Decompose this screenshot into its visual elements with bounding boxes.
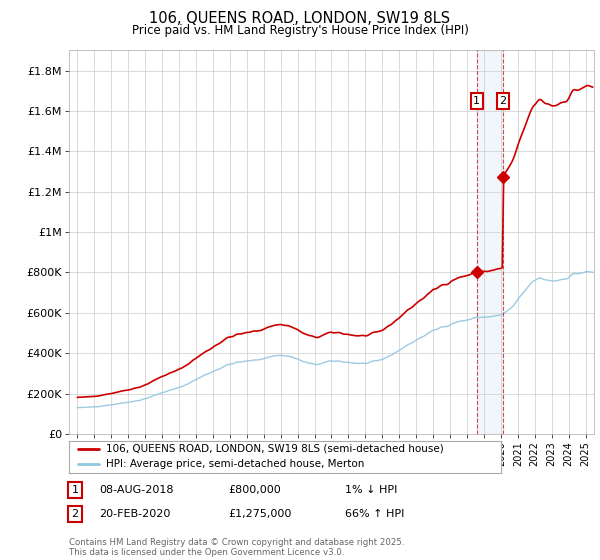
Bar: [477, 50, 503, 434]
Text: 20-FEB-2020: 20-FEB-2020: [99, 509, 170, 519]
Text: 1% ↓ HPI: 1% ↓ HPI: [345, 485, 397, 495]
Text: £1,275,000: £1,275,000: [228, 509, 292, 519]
Text: 66% ↑ HPI: 66% ↑ HPI: [345, 509, 404, 519]
Text: Contains HM Land Registry data © Crown copyright and database right 2025.
This d: Contains HM Land Registry data © Crown c…: [69, 538, 404, 557]
Text: HPI: Average price, semi-detached house, Merton: HPI: Average price, semi-detached house,…: [106, 459, 364, 469]
Text: 106, QUEENS ROAD, LONDON, SW19 8LS (semi-detached house): 106, QUEENS ROAD, LONDON, SW19 8LS (semi…: [106, 444, 443, 454]
Text: 1: 1: [71, 485, 79, 495]
Text: 1: 1: [473, 96, 481, 106]
Text: 08-AUG-2018: 08-AUG-2018: [99, 485, 173, 495]
Text: £800,000: £800,000: [228, 485, 281, 495]
Text: 2: 2: [499, 96, 506, 106]
Text: 2: 2: [71, 509, 79, 519]
Text: Price paid vs. HM Land Registry's House Price Index (HPI): Price paid vs. HM Land Registry's House …: [131, 24, 469, 36]
Text: 106, QUEENS ROAD, LONDON, SW19 8LS: 106, QUEENS ROAD, LONDON, SW19 8LS: [149, 11, 451, 26]
